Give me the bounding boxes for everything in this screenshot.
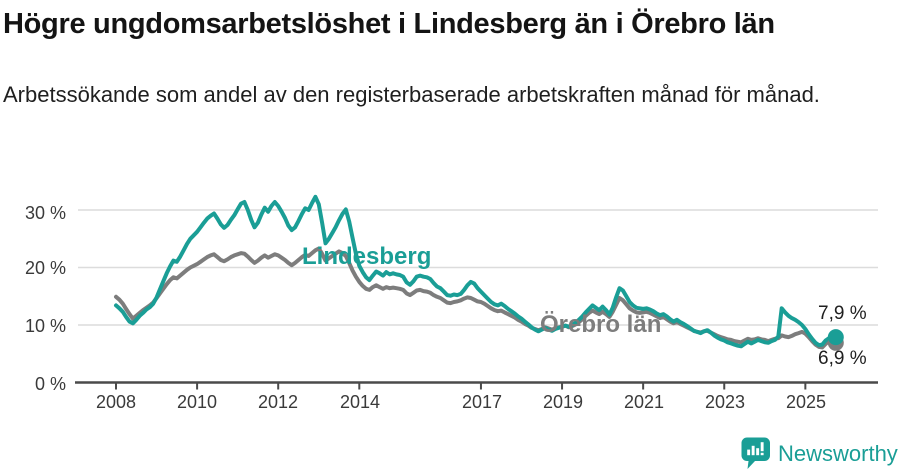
y-tick-label-30: 30 % [24,203,66,223]
newsworthy-logo[interactable]: Newsworthy [741,437,898,470]
series-label-lindesberg: Lindesberg [302,243,432,270]
newsworthy-wordmark: Newsworthy [778,440,898,466]
y-tick-label-0: 0 % [34,374,66,394]
x-tick-label-2012: 2012 [257,392,299,412]
x-tick-label-2025: 2025 [785,392,827,412]
x-tick-label-2014: 2014 [339,392,381,412]
x-tick-label-2023: 2023 [704,392,746,412]
x-tick-label-2010: 2010 [176,392,218,412]
x-tick-label-2017: 2017 [461,392,503,412]
y-tick-label-10: 10 % [24,316,66,336]
newsworthy-bubble-icon [741,437,770,469]
page-subtitle: Arbetssökande som andel av den registerb… [3,82,820,107]
x-tick-label-2008: 2008 [95,392,137,412]
end-dot-Lindesberg [827,329,844,346]
series-line-Örebro län [114,246,838,350]
x-tick-label-2021: 2021 [623,392,665,412]
end-value-label-lindesberg: 7,9 % [818,303,867,324]
page-title: Högre ungdomsarbetslöshet i Lindesberg ä… [3,8,775,40]
y-tick-label-20: 20 % [24,258,66,278]
x-tick-label-2019: 2019 [542,392,584,412]
series-label-orebro-lan: Örebro län [540,311,662,338]
series-line-Lindesberg [114,194,838,349]
end-value-label-orebro-lan: 6,9 % [818,348,867,369]
